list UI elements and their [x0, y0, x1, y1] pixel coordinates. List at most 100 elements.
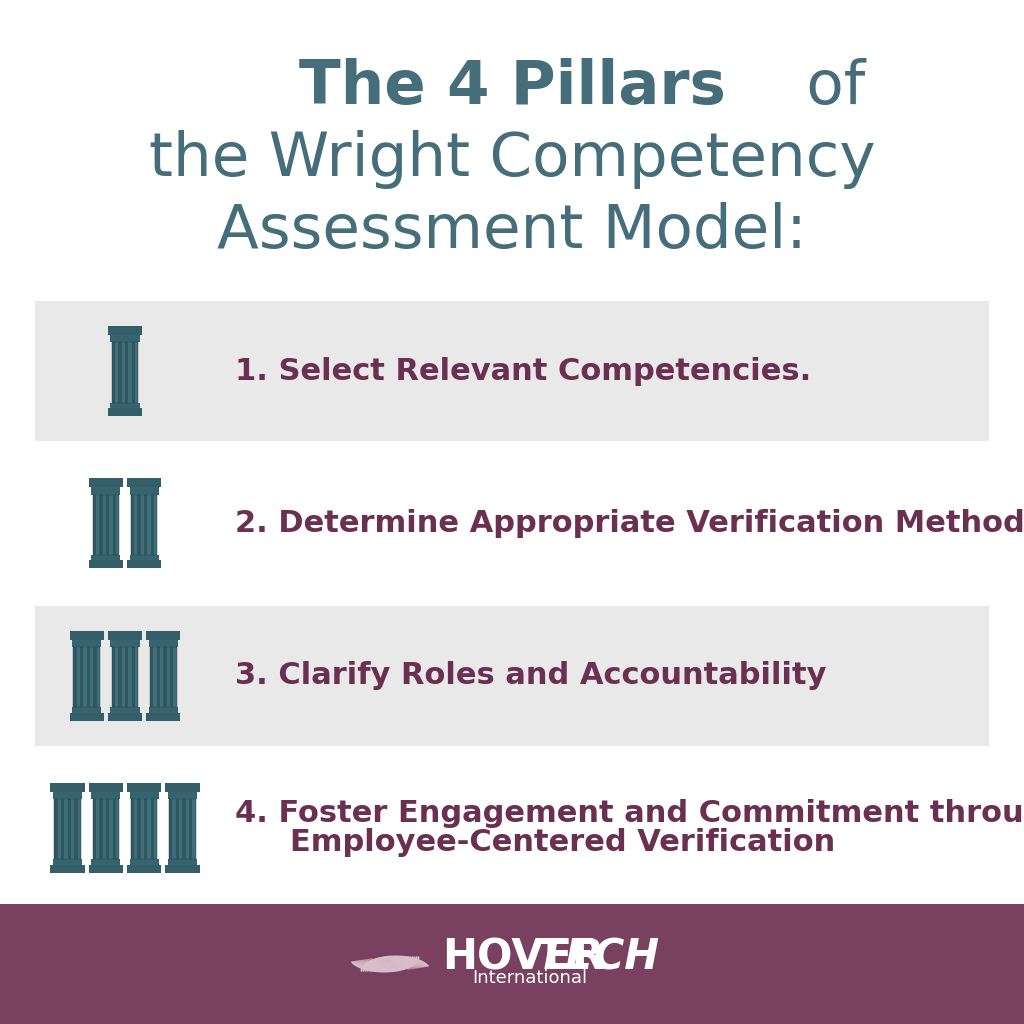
Bar	[130, 487, 159, 495]
Bar	[169, 799, 196, 859]
Bar	[148, 708, 178, 713]
Bar	[169, 799, 172, 859]
Bar	[110, 799, 113, 859]
Bar	[92, 799, 119, 859]
Bar	[110, 495, 113, 555]
Bar	[119, 647, 122, 708]
Bar	[90, 647, 93, 708]
Bar	[91, 555, 121, 560]
Bar	[112, 342, 115, 402]
Text: Assessment Model:: Assessment Model:	[217, 202, 807, 261]
Bar	[71, 799, 74, 859]
Bar	[74, 647, 77, 708]
Bar	[96, 495, 99, 555]
Bar	[125, 647, 128, 708]
Text: the Wright Competency: the Wright Competency	[148, 130, 876, 189]
Bar	[122, 342, 125, 402]
Bar	[173, 647, 177, 708]
Bar	[50, 865, 85, 872]
Bar	[144, 799, 147, 859]
Text: 3. Clarify Roles and Accountability: 3. Clarify Roles and Accountability	[234, 662, 826, 690]
Bar	[131, 799, 158, 859]
Bar	[113, 495, 116, 555]
Bar	[72, 640, 101, 647]
Bar	[116, 799, 119, 859]
Bar	[102, 495, 105, 555]
Bar	[89, 478, 123, 487]
Bar	[108, 408, 142, 416]
Bar	[155, 495, 158, 555]
Bar	[144, 495, 147, 555]
Bar	[170, 647, 173, 708]
Bar	[80, 647, 83, 708]
Bar	[147, 495, 151, 555]
Text: The 4 Pillars: The 4 Pillars	[299, 58, 725, 117]
Bar	[74, 799, 78, 859]
Bar	[185, 799, 189, 859]
Bar	[134, 799, 137, 859]
Bar	[54, 799, 57, 859]
Bar	[53, 859, 82, 865]
Bar	[160, 647, 163, 708]
Bar	[99, 799, 102, 859]
Bar	[146, 631, 180, 640]
Bar	[108, 713, 142, 721]
Bar	[137, 495, 141, 555]
Bar	[53, 792, 82, 799]
Bar	[68, 799, 71, 859]
Bar	[111, 708, 139, 713]
Bar	[91, 487, 121, 495]
Bar	[108, 631, 142, 640]
Bar	[137, 799, 141, 859]
Bar	[132, 647, 135, 708]
Bar	[141, 799, 144, 859]
Bar	[127, 478, 161, 487]
Bar	[168, 792, 197, 799]
Bar	[150, 647, 154, 708]
Bar	[193, 799, 196, 859]
Bar	[111, 335, 139, 342]
Bar	[130, 555, 159, 560]
Bar	[135, 342, 138, 402]
Bar	[35, 605, 989, 745]
Bar	[148, 640, 178, 647]
Bar	[146, 713, 180, 721]
Bar	[60, 799, 65, 859]
Bar	[77, 647, 80, 708]
Bar	[127, 783, 161, 792]
Text: 4. Foster Engagement and Commitment through: 4. Foster Engagement and Commitment thro…	[234, 799, 1024, 828]
Bar	[116, 495, 119, 555]
Bar	[150, 647, 177, 708]
Bar	[151, 799, 155, 859]
Bar	[132, 342, 135, 402]
Bar	[115, 647, 119, 708]
Bar	[131, 495, 158, 555]
Bar	[83, 647, 87, 708]
Bar	[165, 865, 200, 872]
Text: 2. Determine Appropriate Verification Methods: 2. Determine Appropriate Verification Me…	[234, 509, 1024, 538]
Bar	[89, 560, 123, 568]
Bar	[87, 647, 90, 708]
Bar	[70, 713, 103, 721]
Bar	[163, 647, 167, 708]
Bar	[125, 342, 128, 402]
Bar	[92, 495, 96, 555]
Bar	[93, 647, 96, 708]
Bar	[131, 799, 134, 859]
Bar	[130, 859, 159, 865]
Bar	[91, 792, 121, 799]
Bar	[65, 799, 68, 859]
Bar	[128, 342, 132, 402]
Bar	[112, 647, 115, 708]
Text: HOVER: HOVER	[442, 937, 604, 979]
Bar	[119, 342, 122, 402]
Bar	[115, 342, 119, 402]
Bar	[127, 560, 161, 568]
Bar	[165, 783, 200, 792]
Bar	[89, 865, 123, 872]
Bar	[70, 631, 103, 640]
Bar	[127, 865, 161, 872]
Bar	[155, 799, 158, 859]
Bar	[50, 783, 85, 792]
Bar	[168, 859, 197, 865]
